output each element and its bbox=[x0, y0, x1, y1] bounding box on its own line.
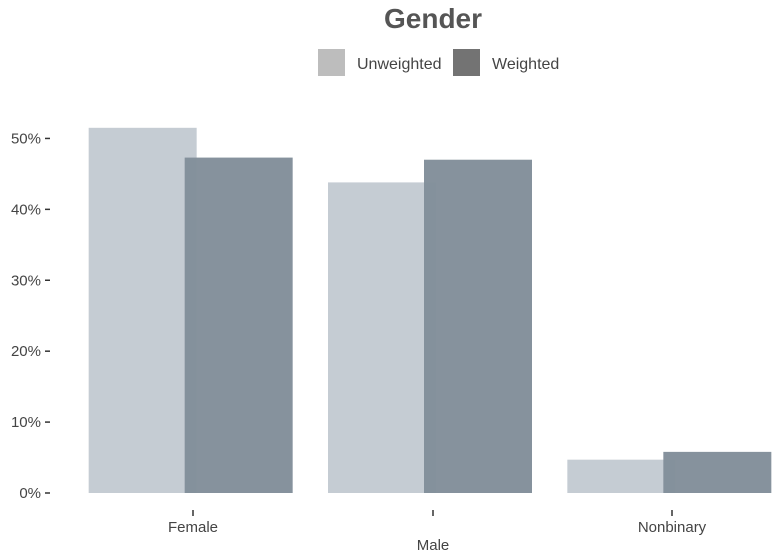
y-axis: 0% 10% 20% 30% 40% 50% bbox=[11, 130, 50, 502]
y-tick-label: 0% bbox=[19, 485, 41, 502]
x-tick-label-female: Female bbox=[168, 519, 218, 536]
y-tick-label: 30% bbox=[11, 272, 41, 289]
legend-label-weighted: Weighted bbox=[492, 56, 559, 73]
legend-swatch-unweighted bbox=[318, 49, 345, 76]
y-tick-label: 20% bbox=[11, 343, 41, 360]
y-tick-label: 40% bbox=[11, 201, 41, 218]
bar-female-weighted bbox=[184, 157, 293, 493]
x-axis: Female Male Nonbinary bbox=[168, 510, 707, 553]
bar-male-unweighted bbox=[328, 182, 436, 493]
bar-male-weighted bbox=[424, 159, 532, 493]
x-tick-label-male: Male bbox=[417, 537, 450, 553]
legend: Unweighted Weighted bbox=[318, 49, 559, 76]
legend-label-unweighted: Unweighted bbox=[357, 56, 442, 73]
x-tick-label-nonbinary: Nonbinary bbox=[638, 519, 707, 536]
chart-title: Gender bbox=[384, 3, 482, 34]
y-tick-label: 10% bbox=[11, 414, 41, 431]
bar-nonbinary-unweighted bbox=[567, 459, 676, 493]
bar-female-unweighted bbox=[88, 127, 197, 493]
y-tick-label: 50% bbox=[11, 130, 41, 147]
bar-nonbinary-weighted bbox=[663, 451, 772, 493]
bars bbox=[88, 127, 772, 493]
legend-swatch-weighted bbox=[453, 49, 480, 76]
